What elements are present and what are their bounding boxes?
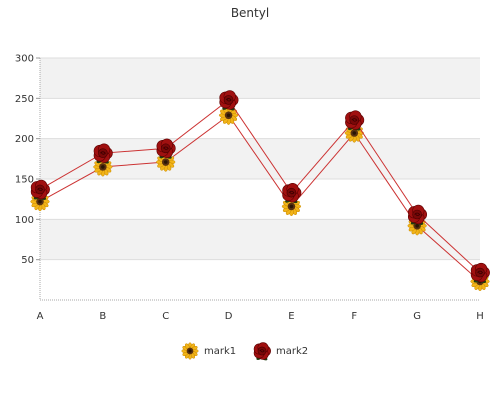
- x-tick-label: B: [99, 311, 106, 322]
- series-mark2: [30, 90, 490, 284]
- data-point-mark2: [345, 110, 365, 131]
- series-mark1: [30, 105, 490, 292]
- legend-label: mark2: [276, 346, 308, 357]
- y-axis-ticks: 50 100 150 200 250 300: [15, 54, 40, 266]
- rose-icon: [253, 342, 271, 361]
- y-tick-label: 300: [15, 54, 34, 65]
- data-point-mark2: [30, 179, 50, 200]
- data-point-mark2: [93, 143, 113, 164]
- y-tick-label: 200: [15, 134, 34, 145]
- legend: mark1 mark2: [181, 342, 308, 361]
- x-tick-label: E: [288, 311, 294, 322]
- data-point-mark2: [156, 138, 176, 159]
- y-tick-label: 50: [21, 255, 34, 266]
- grid-band: [40, 138, 480, 179]
- data-point-mark1: [218, 105, 239, 125]
- data-point-mark2: [219, 90, 239, 111]
- data-point-mark2: [407, 204, 428, 225]
- series-line-mark2: [39, 99, 481, 273]
- series-group: [30, 90, 490, 292]
- x-tick-label: D: [225, 311, 233, 322]
- grid-band: [40, 219, 480, 260]
- x-tick-label: H: [476, 311, 484, 322]
- y-tick-label: 100: [15, 215, 34, 226]
- legend-item-mark1: mark1: [181, 342, 236, 360]
- data-point-mark2: [470, 262, 490, 284]
- x-tick-label: F: [351, 311, 357, 322]
- chart-title: Bentyl: [231, 6, 269, 20]
- gridlines: [40, 57, 480, 261]
- y-tick-label: 250: [15, 94, 34, 105]
- y-tick-label: 150: [15, 175, 34, 186]
- legend-label: mark1: [204, 346, 236, 357]
- grid-band: [40, 58, 480, 99]
- plot-background: [40, 58, 480, 260]
- x-axis-ticks: A B C D E F G H: [37, 311, 484, 322]
- x-tick-label: A: [37, 311, 44, 322]
- sunflower-icon: [181, 342, 199, 360]
- series-line-mark1: [39, 114, 481, 282]
- legend-item-mark2: mark2: [253, 342, 308, 361]
- data-point-mark1: [93, 157, 113, 177]
- data-point-mark2: [282, 182, 302, 204]
- x-tick-label: C: [162, 311, 169, 322]
- x-tick-label: G: [413, 311, 421, 322]
